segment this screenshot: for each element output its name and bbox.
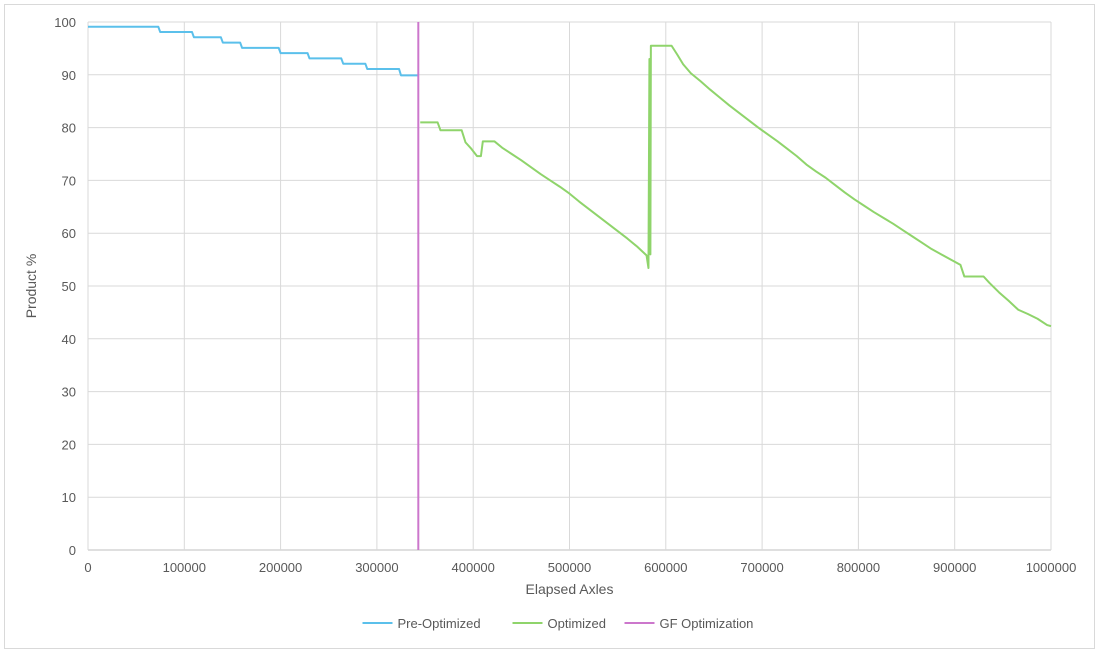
x-tick-label: 0: [84, 560, 91, 575]
y-tick-label: 60: [62, 226, 76, 241]
y-tick-label: 20: [62, 437, 76, 452]
y-axis-title: Product %: [23, 254, 39, 319]
legend-item-gf-optimization: GF Optimization: [624, 616, 754, 631]
y-tick-label: 10: [62, 490, 76, 505]
series-line-pre-optimized: [88, 25, 419, 77]
x-tick-label: 200000: [259, 560, 302, 575]
y-tick-labels: 0 10 20 30 40 50 60 70 80 90 100: [54, 15, 76, 558]
y-tick-label: 50: [62, 279, 76, 294]
x-tick-label: 100000: [163, 560, 206, 575]
series-layer: [88, 22, 1052, 550]
grid-lines: [87, 21, 1052, 551]
x-tick-label: 400000: [452, 560, 495, 575]
y-tick-label: 80: [62, 121, 76, 136]
x-tick-labels: 0 100000 200000 300000 400000 500000 600000 700…: [84, 560, 1076, 575]
legend-label: Optimized: [548, 616, 607, 631]
chart-frame: 0 100000 200000 300000 400000 500000 600000 700…: [4, 4, 1095, 649]
y-tick-label: 70: [62, 173, 76, 188]
legend-label: GF Optimization: [660, 616, 754, 631]
x-tick-label: 1000000: [1026, 560, 1077, 575]
x-tick-label: 700000: [740, 560, 783, 575]
x-tick-label: 800000: [837, 560, 880, 575]
x-tick-label: 600000: [644, 560, 687, 575]
y-tick-label: 30: [62, 385, 76, 400]
x-tick-label: 300000: [355, 560, 398, 575]
y-tick-label: 40: [62, 332, 76, 347]
legend-label: Pre-Optimized: [398, 616, 481, 631]
x-tick-label: 500000: [548, 560, 591, 575]
y-tick-label: 0: [69, 543, 76, 558]
legend-item-pre-optimized: Pre-Optimized: [362, 616, 481, 631]
y-tick-label: 100: [54, 15, 76, 30]
legend: Pre-Optimized Optimized GF Optimization: [362, 616, 754, 631]
legend-item-optimized: Optimized: [512, 616, 607, 631]
series-line-optimized: [420, 44, 1052, 328]
line-chart: 0 100000 200000 300000 400000 500000 600000 700…: [23, 15, 1076, 631]
x-tick-label: 900000: [933, 560, 976, 575]
x-axis-title: Elapsed Axles: [526, 581, 614, 597]
y-tick-label: 90: [62, 68, 76, 83]
